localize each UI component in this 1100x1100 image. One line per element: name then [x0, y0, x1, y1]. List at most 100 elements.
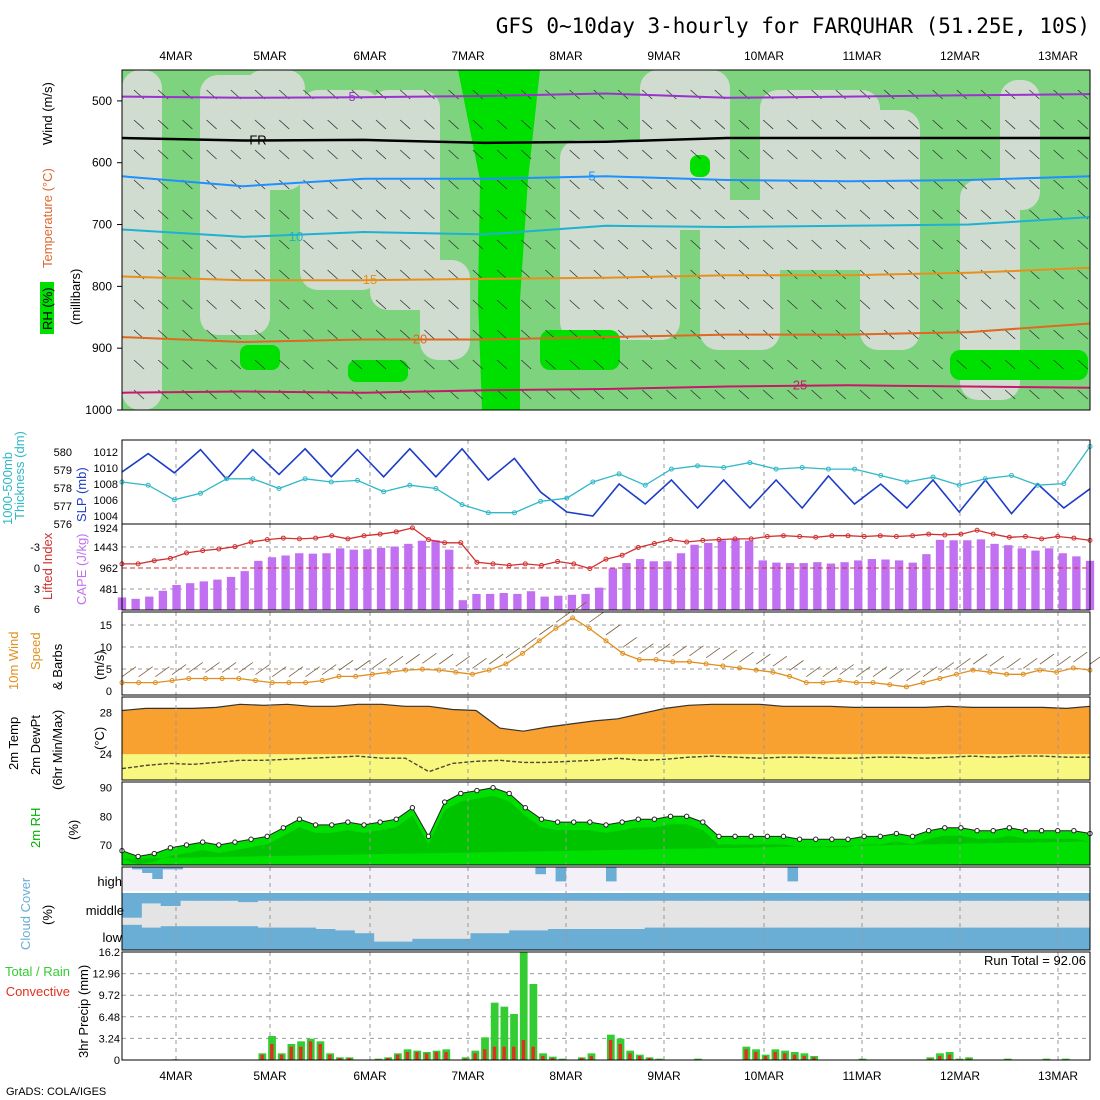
wind10m-marker [720, 663, 726, 669]
high-cloud-bar [152, 867, 163, 879]
wind10m-barb [572, 601, 587, 613]
wind10m-marker [870, 680, 876, 686]
wind-barb [448, 209, 459, 220]
wind-barb [980, 389, 992, 400]
mid-cloud-bar [238, 893, 259, 903]
thickness-marker [302, 476, 308, 482]
thickness-marker [485, 510, 491, 516]
wind-barb [520, 209, 532, 220]
wind10m-marker [703, 661, 709, 667]
thickness-marker [511, 510, 517, 516]
wind-barb [738, 149, 750, 160]
wind10m-marker [770, 669, 776, 675]
wind10m-barb [405, 653, 420, 665]
cape-bar [854, 560, 863, 610]
isotherm-label: FR [249, 132, 266, 147]
precip-convective-bar [424, 1053, 429, 1060]
mid-cloud-bar [451, 893, 471, 901]
wind-barb [206, 359, 217, 370]
wind-barb [666, 359, 677, 370]
rh2m-marker [813, 836, 819, 842]
precip-convective-bar [763, 1056, 768, 1060]
wind10m-barb [1039, 653, 1055, 665]
wind10m-barb [822, 666, 838, 677]
precip-convective-bar [299, 1046, 303, 1060]
cape-bar [404, 543, 413, 610]
wind-barb [424, 329, 435, 340]
low-cloud-bar [199, 926, 220, 950]
slp-line [121, 447, 1091, 517]
precip-convective-bar [444, 1052, 448, 1060]
low-cloud-bar [644, 927, 665, 950]
wind-barb [254, 209, 266, 220]
mid-cloud-bar [122, 893, 142, 918]
lifted-index-marker [377, 531, 383, 537]
mid-cloud-bar [586, 893, 607, 901]
wind-barb [932, 149, 943, 160]
low-cloud-bar [528, 930, 549, 950]
wind-barb [859, 299, 871, 310]
wind10m-tick: 0 [106, 686, 112, 698]
wind-barb [1053, 149, 1064, 160]
wind10m-marker [853, 680, 859, 686]
wind-barb [956, 209, 968, 220]
temperature-fill [122, 704, 1090, 755]
cape-bar [785, 563, 795, 610]
wind-barb [714, 389, 726, 400]
wind-barb [666, 239, 677, 250]
lifted-index-marker [1071, 535, 1077, 541]
rh2m-marker [490, 785, 496, 791]
precip-convective-bar [512, 1046, 516, 1060]
wind-barb [254, 269, 266, 280]
wind-barb [883, 89, 895, 100]
wind-barb [641, 359, 653, 370]
wind-barb [956, 119, 968, 130]
low-cloud-bar [741, 927, 762, 950]
wind-barb [496, 149, 508, 160]
wind10m-barb [238, 662, 254, 673]
cape-bar [417, 540, 427, 610]
cape-bar [458, 600, 468, 610]
precip-convective-bar [744, 1049, 748, 1060]
lifted-index-marker [1039, 536, 1045, 542]
lifted-index-marker [910, 533, 916, 539]
rh-moist-region [950, 350, 1088, 380]
wind-barb [303, 239, 314, 250]
cape-bar [158, 590, 168, 610]
wind10m-barb [438, 653, 454, 665]
cape-tick: 481 [100, 584, 118, 596]
wind-barb [835, 149, 847, 160]
wind-barb [351, 149, 363, 160]
precip-convective-bar [579, 1058, 584, 1060]
precip-convective-bar [802, 1056, 806, 1060]
low-cloud-bar [412, 938, 433, 950]
rh2m-marker [861, 833, 867, 840]
thickness-marker [825, 466, 831, 472]
cape-bar [199, 581, 208, 610]
wind-barb [1004, 239, 1016, 250]
low-cloud-bar [218, 926, 239, 950]
rh-moist-region [240, 345, 280, 370]
thickness-marker [354, 477, 360, 483]
wind10m-barb [1089, 656, 1100, 665]
wind-barb [254, 359, 266, 370]
wind-barb [762, 149, 774, 160]
top-date-label: 12MAR [940, 49, 980, 63]
rh-moist-region [348, 360, 408, 382]
cape-bar [772, 562, 781, 610]
cape-bar [267, 557, 277, 610]
wind-barb [593, 239, 605, 250]
rh2m-marker [845, 836, 851, 842]
upper-air-frame [121, 69, 1091, 411]
wind-barb [883, 209, 895, 220]
cape-bar [431, 540, 440, 610]
rh2m-marker [167, 845, 174, 851]
isotherm-label: -5 [344, 89, 356, 104]
wind-barb [327, 359, 338, 370]
wind10m-marker [987, 669, 993, 675]
cloud-frame [121, 866, 1091, 951]
wind10m-marker [536, 638, 542, 644]
wind10m-marker [1004, 671, 1010, 677]
wind-barb [303, 269, 314, 280]
